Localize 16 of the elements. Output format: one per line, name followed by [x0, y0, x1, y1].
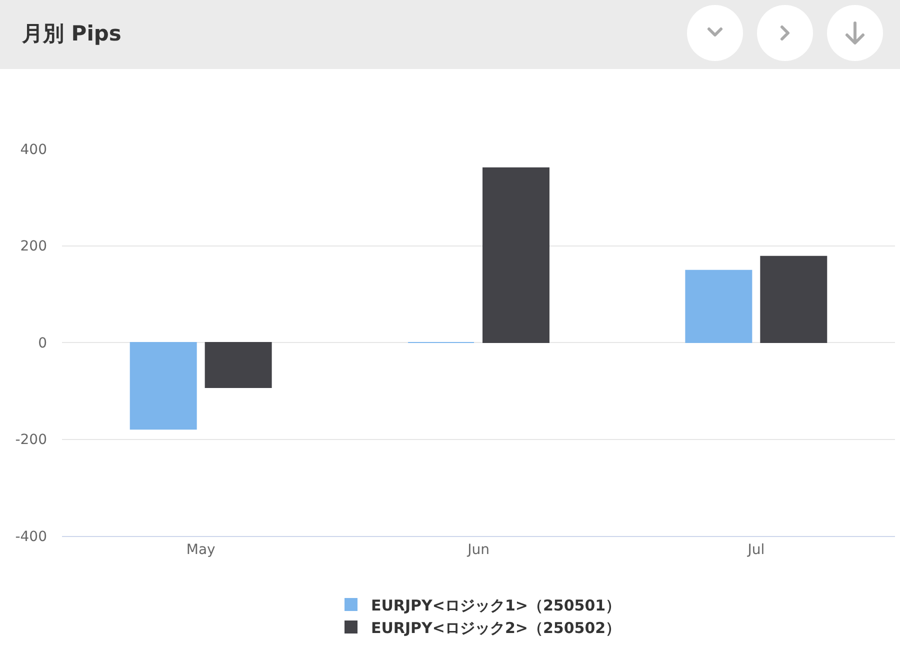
bar [685, 270, 752, 343]
chart-title: 月別 Pips [21, 21, 122, 46]
y-tick-label: -400 [15, 528, 47, 545]
x-tick-label: May [186, 542, 216, 558]
legend-label: EURJPY<ロジック1>（250501） [371, 596, 621, 614]
bar [130, 342, 197, 430]
y-tick-label: 0 [38, 335, 47, 352]
bar [482, 167, 550, 343]
bar [760, 256, 828, 343]
y-tick-label: -200 [15, 432, 47, 448]
x-tick-label: Jul [746, 542, 765, 558]
y-tick-label: 200 [20, 238, 47, 255]
bar [204, 342, 272, 388]
legend-label: EURJPY<ロジック2>（250502） [371, 618, 621, 637]
x-tick-label: Jun [466, 542, 490, 558]
y-tick-label: 400 [20, 142, 47, 158]
